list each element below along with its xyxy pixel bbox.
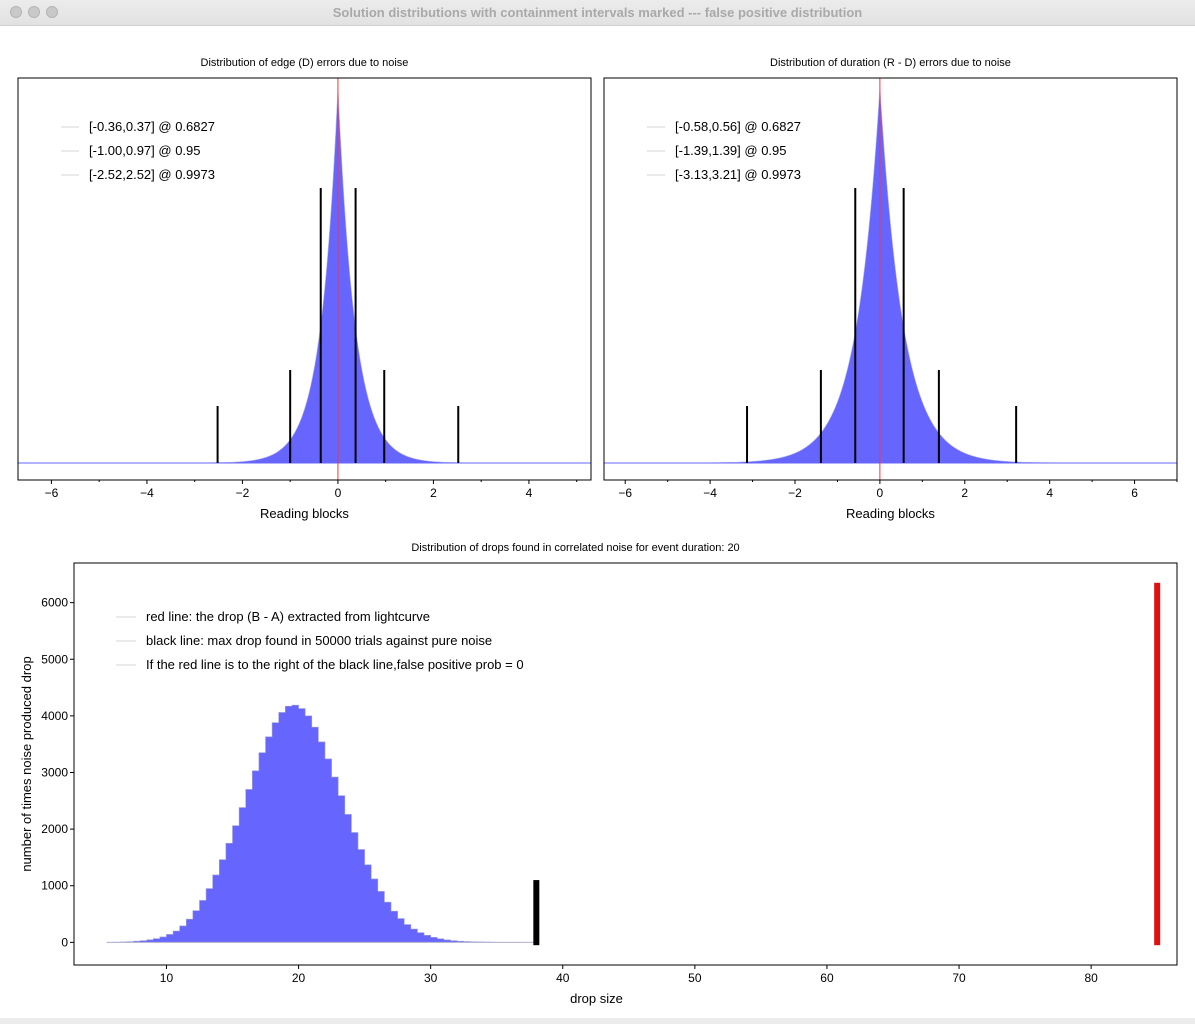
x-tick-label: 4 (1046, 486, 1053, 500)
legend-entry: [-0.36,0.37] @ 0.6827 (89, 119, 215, 134)
window-titlebar: Solution distributions with containment … (0, 0, 1195, 26)
window-bottom-edge (0, 1018, 1195, 1024)
plot-frame (73, 562, 1178, 966)
minimize-window-button[interactable] (28, 6, 40, 18)
plot-title: Distribution of duration (R - D) errors … (770, 57, 1011, 69)
plot-title: Distribution of edge (D) errors due to n… (201, 57, 409, 69)
x-tick-label: −4 (140, 486, 154, 500)
legend-entry: If the red line is to the right of the b… (146, 657, 524, 672)
x-tick-label: −2 (788, 486, 802, 500)
x-tick-label: 0 (877, 486, 884, 500)
legend-entry: black line: max drop found in 50000 tria… (146, 633, 492, 648)
x-tick-label: 2 (961, 486, 968, 500)
y-tick-label: 5000 (41, 652, 68, 666)
plot-title: Distribution of drops found in correlate… (411, 542, 739, 554)
close-window-button[interactable] (10, 6, 22, 18)
x-tick-label: 60 (820, 971, 834, 985)
error-plot-2: Distribution of duration (R - D) errors … (603, 57, 1178, 521)
x-tick-label: −6 (45, 486, 59, 500)
x-axis-label: drop size (570, 991, 623, 1006)
legend-entry: [-1.39,1.39] @ 0.95 (675, 143, 787, 158)
x-axis-label: Reading blocks (260, 506, 349, 521)
x-tick-label: 2 (430, 486, 437, 500)
zoom-window-button[interactable] (46, 6, 58, 18)
x-tick-label: 70 (952, 971, 966, 985)
y-tick-label: 6000 (41, 596, 68, 610)
y-axis-label: number of times noise produced drop (19, 656, 34, 871)
legend-entry: [-3.13,3.21] @ 0.9973 (675, 167, 801, 182)
x-tick-label: 40 (556, 971, 570, 985)
x-tick-label: −4 (703, 486, 717, 500)
y-tick-label: 3000 (41, 765, 68, 779)
max-noise-drop-line (533, 880, 540, 946)
drop-histogram-fill (106, 704, 517, 943)
legend-entry: [-0.58,0.56] @ 0.6827 (675, 119, 801, 134)
x-tick-label: −2 (236, 486, 250, 500)
y-tick-label: 4000 (41, 709, 68, 723)
drop-histogram-plot: Distribution of drops found in correlate… (19, 542, 1178, 1006)
y-tick-label: 1000 (41, 879, 68, 893)
x-tick-label: 4 (526, 486, 533, 500)
x-tick-label: 30 (424, 971, 438, 985)
plot-frame (17, 77, 592, 481)
x-tick-label: 6 (1131, 486, 1138, 500)
observed-drop-line (1154, 582, 1161, 946)
x-tick-label: 0 (335, 486, 342, 500)
x-tick-label: 50 (688, 971, 702, 985)
y-tick-label: 2000 (41, 822, 68, 836)
y-tick-label: 0 (61, 935, 68, 949)
x-tick-label: 10 (160, 971, 174, 985)
error-plot-1: Distribution of edge (D) errors due to n… (17, 57, 592, 521)
x-tick-label: −6 (618, 486, 632, 500)
legend-entry: [-2.52,2.52] @ 0.9973 (89, 167, 215, 182)
x-tick-label: 20 (292, 971, 306, 985)
legend-entry: red line: the drop (B - A) extracted fro… (146, 609, 430, 624)
x-tick-label: 80 (1084, 971, 1098, 985)
window-title: Solution distributions with containment … (332, 5, 863, 20)
x-axis-label: Reading blocks (846, 506, 935, 521)
plot-frame (603, 77, 1178, 481)
legend-entry: [-1.00,0.97] @ 0.95 (89, 143, 201, 158)
